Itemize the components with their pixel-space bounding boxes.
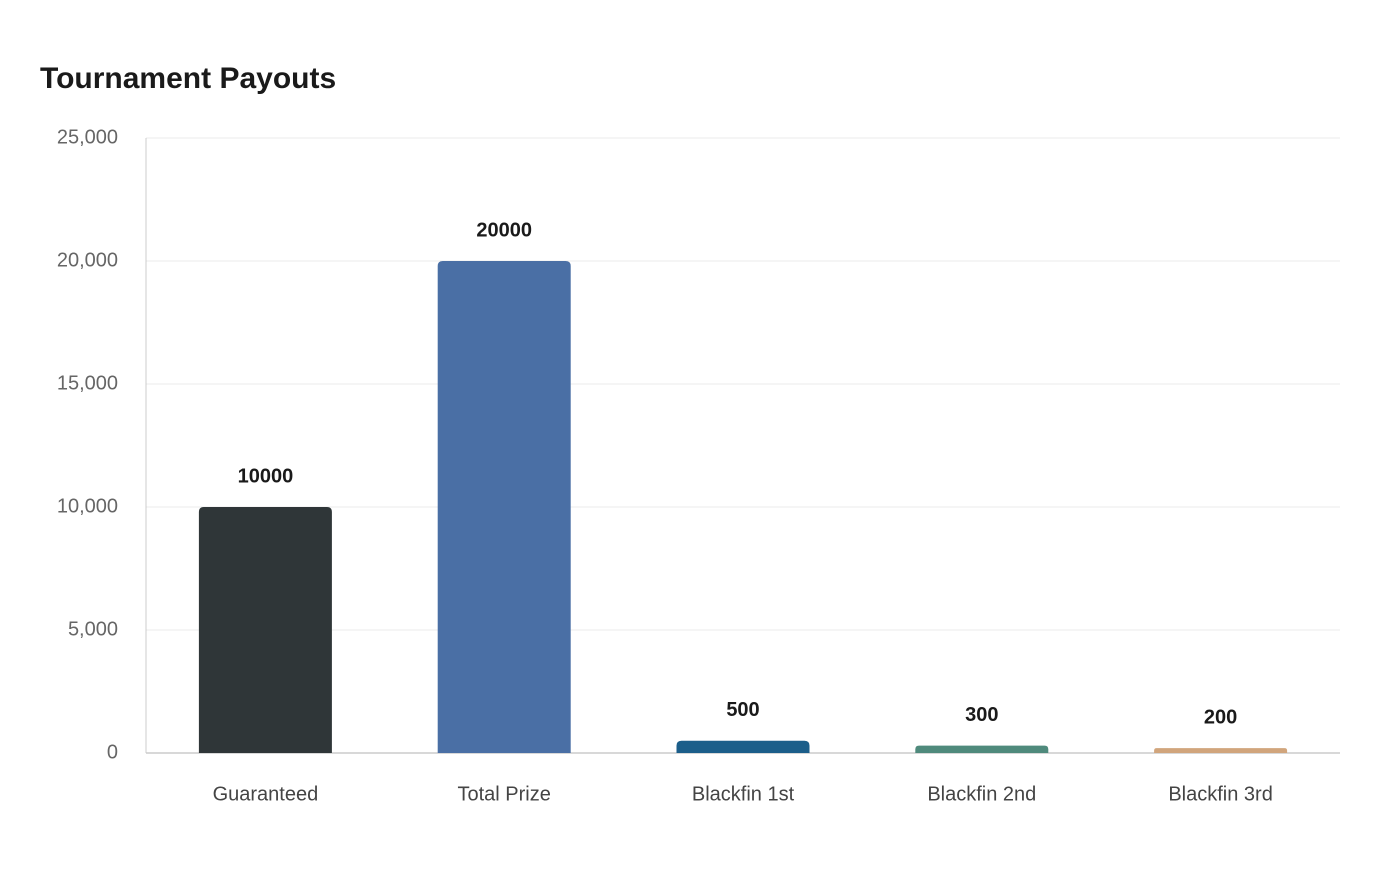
value-label: 20000 [476,219,532,241]
bar [1154,748,1288,753]
x-tick-label: Blackfin 1st [692,783,795,805]
bar [915,745,1049,753]
value-label: 200 [1204,706,1237,728]
x-tick-label: Blackfin 3rd [1168,783,1273,805]
bar [198,507,332,753]
x-tick-label: Total Prize [458,783,551,805]
x-tick-label: Blackfin 2nd [927,783,1036,805]
x-tick-label: Guaranteed [213,783,319,805]
value-label: 10000 [238,465,294,487]
y-tick-label: 5,000 [68,618,118,640]
y-tick-label: 10,000 [57,495,118,517]
y-tick-label: 25,000 [57,126,118,148]
y-tick-label: 15,000 [57,372,118,394]
value-label: 300 [965,704,998,726]
y-tick-label: 0 [107,741,118,763]
bar [437,261,571,753]
bar [676,740,810,753]
chart-title: Tournament Payouts [40,62,336,95]
value-label: 500 [726,699,759,721]
y-tick-label: 20,000 [57,249,118,271]
